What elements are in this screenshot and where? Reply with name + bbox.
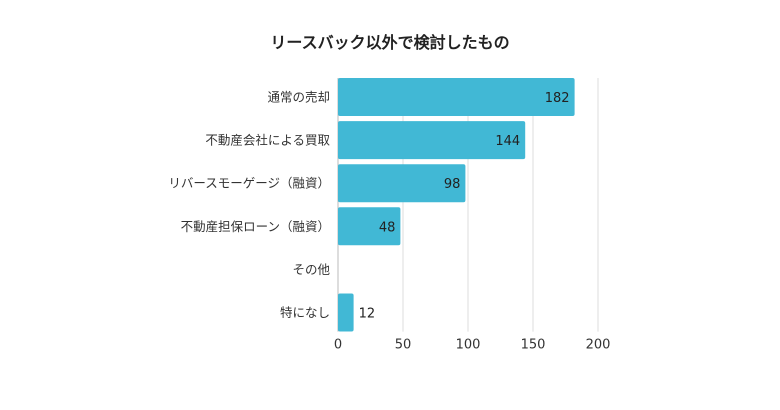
category-label: その他 [292, 262, 330, 277]
data-label: 98 [444, 177, 461, 192]
data-label: 182 [545, 91, 570, 106]
x-tick-label: 100 [456, 338, 481, 353]
category-label: 特になし [280, 305, 330, 320]
category-label: リバースモーゲージ（融資） [168, 176, 330, 191]
category-label: 不動産担保ローン（融資） [181, 219, 330, 234]
bar [338, 293, 354, 332]
data-label: 12 [359, 307, 376, 322]
bar [338, 164, 466, 203]
gridlines [337, 78, 599, 332]
chart-title: リースバック以外で検討したもの [270, 33, 509, 52]
x-tick-labels: 0 50 100 150 200 [334, 338, 611, 353]
bars: 182 144 98 48 12 [338, 78, 575, 332]
data-label: 48 [379, 220, 396, 235]
x-tick-label: 150 [521, 338, 546, 353]
bar [338, 78, 575, 116]
category-label: 通常の売却 [267, 90, 330, 105]
bar [338, 121, 526, 160]
category-label: 不動産会社による買取 [205, 133, 330, 148]
x-tick-label: 0 [334, 338, 342, 353]
bar [338, 207, 401, 246]
x-tick-label: 50 [395, 338, 412, 353]
x-tick-label: 200 [586, 338, 611, 353]
data-label: 144 [495, 134, 520, 149]
